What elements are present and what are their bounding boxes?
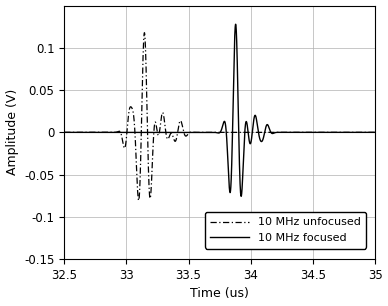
10 MHz focused bbox=[233, 22, 238, 26]
10 MHz focused bbox=[239, 195, 243, 198]
Line: 10 MHz focused: 10 MHz focused bbox=[64, 24, 375, 196]
10 MHz focused bbox=[249, 138, 254, 141]
10 MHz unfocused bbox=[293, 131, 297, 134]
10 MHz unfocused bbox=[137, 198, 141, 201]
10 MHz unfocused bbox=[62, 131, 66, 134]
10 MHz unfocused bbox=[230, 131, 235, 134]
10 MHz focused bbox=[230, 113, 235, 117]
10 MHz unfocused bbox=[142, 31, 147, 35]
10 MHz focused bbox=[373, 131, 378, 134]
10 MHz unfocused bbox=[373, 131, 378, 134]
10 MHz focused bbox=[293, 131, 297, 134]
10 MHz unfocused bbox=[249, 131, 254, 134]
10 MHz unfocused bbox=[83, 131, 88, 134]
10 MHz focused bbox=[137, 131, 141, 134]
10 MHz focused bbox=[83, 131, 88, 134]
10 MHz unfocused bbox=[136, 199, 141, 202]
10 MHz focused bbox=[62, 131, 66, 134]
Legend: 10 MHz unfocused, 10 MHz focused: 10 MHz unfocused, 10 MHz focused bbox=[204, 212, 366, 248]
10 MHz focused bbox=[181, 131, 185, 134]
Y-axis label: Amplitude (V): Amplitude (V) bbox=[5, 89, 19, 175]
10 MHz unfocused bbox=[181, 128, 185, 132]
Line: 10 MHz unfocused: 10 MHz unfocused bbox=[64, 33, 375, 200]
X-axis label: Time (us): Time (us) bbox=[190, 287, 249, 300]
